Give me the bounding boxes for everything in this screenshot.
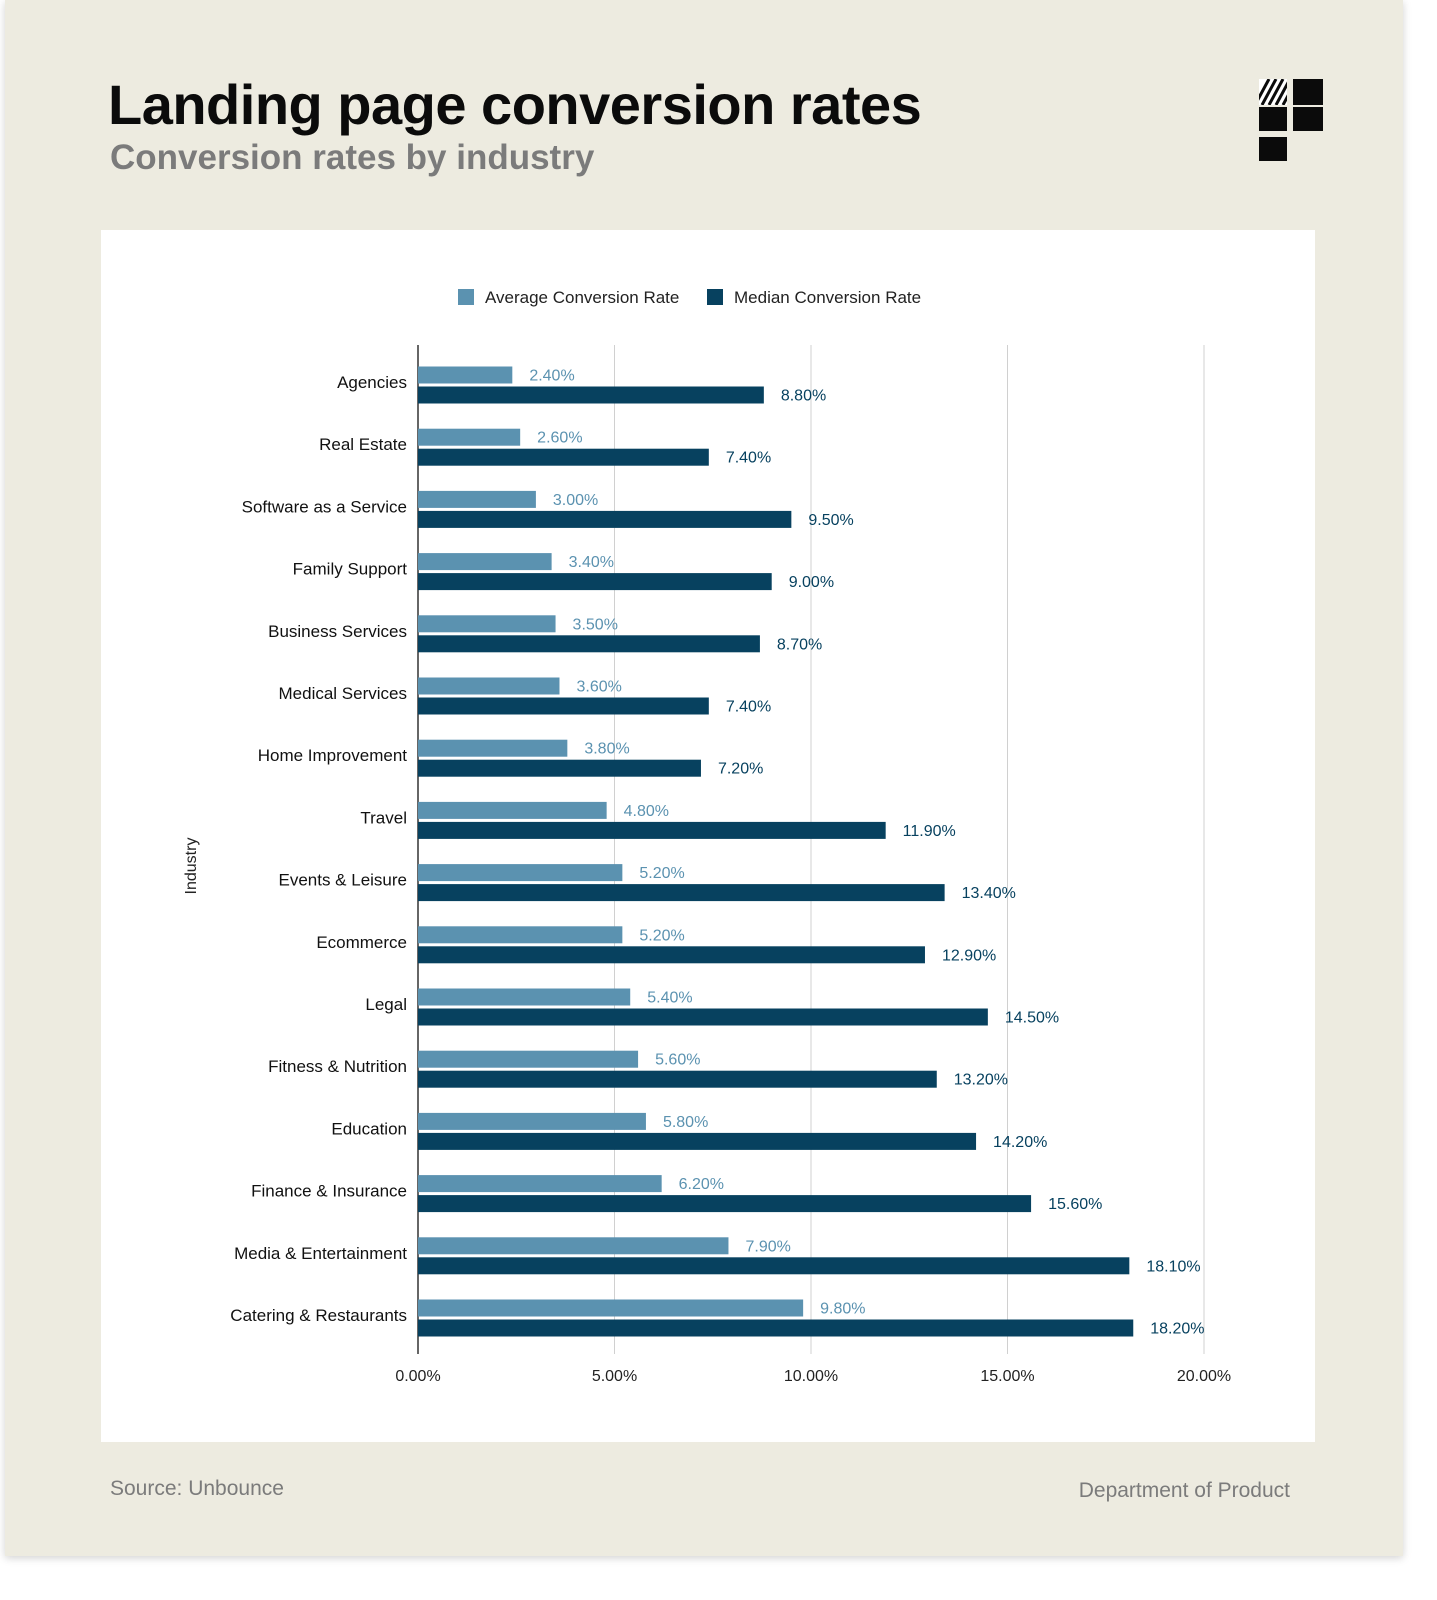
brand-name: Department of Product (1078, 1479, 1290, 1502)
data-label-median: 9.50% (808, 512, 853, 529)
category-label: Ecommerce (316, 933, 407, 952)
bar-median (418, 1008, 988, 1026)
bar-median (418, 1319, 1134, 1337)
category-label: Medical Services (279, 684, 408, 703)
bar-average (418, 1050, 639, 1068)
data-label-median: 14.20% (993, 1134, 1047, 1151)
data-label-average: 4.80% (624, 803, 669, 820)
bar-median (418, 884, 945, 902)
data-label-median: 7.40% (726, 450, 771, 467)
category-label: Family Support (293, 560, 408, 579)
data-label-median: 8.70% (777, 636, 822, 653)
bar-median (418, 1132, 977, 1150)
bar-median (418, 821, 886, 839)
data-label-median: 7.40% (726, 699, 771, 716)
source-note: Source: Unbounce (110, 1477, 284, 1500)
data-label-average: 2.40% (529, 368, 574, 385)
legend-swatch-median (707, 289, 723, 305)
page-subtitle: Conversion rates by industry (110, 138, 595, 177)
category-label: Real Estate (319, 435, 407, 454)
category-label: Finance & Insurance (251, 1182, 407, 1201)
department-of-product-logo-icon (1259, 79, 1323, 161)
data-label-median: 13.40% (962, 885, 1016, 902)
data-label-median: 13.20% (954, 1072, 1008, 1089)
category-label: Travel (360, 808, 407, 827)
category-label: Legal (365, 995, 407, 1014)
data-label-median: 11.90% (903, 823, 956, 840)
bar-median (418, 510, 792, 528)
infographic-card: Landing page conversion rates Conversion… (5, 0, 1403, 1556)
bar-average (418, 677, 560, 695)
legend-label-median: Median Conversion Rate (734, 288, 921, 307)
bar-average (418, 428, 521, 446)
category-label: Fitness & Nutrition (268, 1057, 407, 1076)
data-label-average: 6.20% (679, 1176, 724, 1193)
data-label-median: 12.90% (942, 947, 996, 964)
data-label-average: 5.80% (663, 1114, 708, 1131)
bar-average (418, 366, 513, 384)
bar-average (418, 1175, 662, 1193)
category-label: Education (331, 1119, 407, 1138)
bar-average (418, 615, 556, 633)
data-label-median: 15.60% (1048, 1196, 1102, 1213)
data-label-median: 8.80% (781, 388, 826, 405)
data-label-average: 3.50% (573, 616, 618, 633)
bar-average (418, 864, 623, 882)
bar-median (418, 759, 701, 777)
category-label: Catering & Restaurants (230, 1306, 407, 1325)
data-label-average: 9.80% (820, 1301, 865, 1318)
x-tick-label: 20.00% (1177, 1368, 1231, 1385)
bar-median (418, 448, 709, 466)
legend-label-average: Average Conversion Rate (485, 288, 679, 307)
data-label-average: 3.60% (576, 679, 621, 696)
data-label-average: 2.60% (537, 430, 582, 447)
data-label-median: 14.50% (1005, 1010, 1059, 1027)
data-label-average: 5.60% (655, 1052, 700, 1069)
category-label: Media & Entertainment (234, 1244, 407, 1263)
bar-average (418, 801, 607, 819)
bar-median (418, 1070, 937, 1088)
bar-median (418, 386, 764, 404)
data-label-average: 3.80% (584, 741, 629, 758)
bar-average (418, 553, 552, 571)
data-label-average: 5.20% (639, 927, 684, 944)
bar-median (418, 1257, 1130, 1275)
x-tick-label: 5.00% (592, 1368, 637, 1385)
category-label: Software as a Service (242, 497, 407, 516)
data-label-average: 5.20% (639, 865, 684, 882)
bar-average (418, 1237, 729, 1255)
bar-average (418, 988, 631, 1006)
category-label: Events & Leisure (278, 871, 407, 890)
category-label: Home Improvement (258, 746, 408, 765)
data-label-average: 3.40% (569, 554, 614, 571)
data-label-median: 18.20% (1150, 1321, 1204, 1338)
chart-panel: 0.00% 5.00% 10.00% 15.00% 20.00% Industry Aver… (101, 230, 1315, 1442)
x-tick-label: 0.00% (395, 1368, 440, 1385)
bar-chart: 0.00% 5.00% 10.00% 15.00% 20.00% Industry Aver… (183, 288, 1231, 1385)
bar-median (418, 1195, 1032, 1213)
legend-swatch-average (458, 289, 474, 305)
bar-median (418, 573, 772, 591)
bar-median (418, 697, 709, 715)
data-label-average: 5.40% (647, 990, 692, 1007)
bar-average (418, 1299, 804, 1317)
bar-average (418, 1112, 646, 1130)
x-tick-label: 10.00% (784, 1368, 838, 1385)
x-tick-label: 15.00% (980, 1368, 1034, 1385)
category-label: Business Services (268, 622, 407, 641)
bar-average (418, 739, 568, 757)
y-axis-title: Industry (183, 838, 200, 895)
bar-average (418, 490, 536, 508)
bar-median (418, 635, 760, 653)
data-label-median: 18.10% (1146, 1258, 1200, 1275)
data-label-average: 7.90% (745, 1238, 790, 1255)
bar-median (418, 946, 925, 964)
bar-average (418, 926, 623, 944)
category-label: Agencies (337, 373, 407, 392)
page-title: Landing page conversion rates (108, 73, 922, 136)
data-label-median: 7.20% (718, 761, 763, 778)
data-label-average: 3.00% (553, 492, 598, 509)
data-label-median: 9.00% (789, 574, 834, 591)
